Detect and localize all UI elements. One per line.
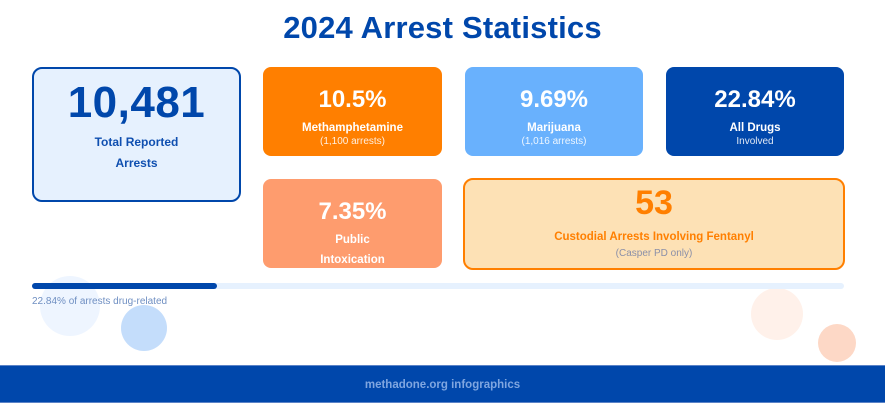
public-intox-label-line2: Intoxication	[320, 254, 385, 266]
progress-fill	[32, 283, 218, 289]
fentanyl-label: Custodial Arrests Involving Fentanyl	[554, 231, 754, 243]
meth-value: 10.5%	[318, 86, 387, 113]
fentanyl-value: 53	[635, 184, 673, 222]
methamphetamine-card: 10.5% Methamphetamine (1,100 arrests)	[263, 67, 442, 156]
footer: methadone.org infographics	[0, 365, 885, 403]
marijuana-card: 9.69% Marijuana (1,016 arrests)	[465, 67, 643, 156]
decorative-circle	[751, 288, 803, 340]
progress-label: 22.84% of arrests drug-related	[32, 296, 168, 307]
fentanyl-card: 53 Custodial Arrests Involving Fentanyl …	[463, 178, 845, 270]
footer-text: methadone.org infographics	[364, 379, 521, 391]
total-arrests-label-line2: Arrests	[115, 156, 158, 170]
marijuana-value: 9.69%	[519, 86, 589, 113]
decorative-circle	[818, 324, 856, 362]
total-arrests-label-line1: Total Reported	[94, 135, 179, 149]
public-intoxication-card: 7.35% Public Intoxication	[263, 179, 442, 268]
fentanyl-sub: (Casper PD only)	[615, 248, 693, 259]
all-drugs-value: 22.84%	[714, 86, 796, 113]
all-drugs-card: 22.84% All Drugs Involved	[666, 67, 844, 156]
drug-related-progress-bar	[32, 283, 844, 289]
all-drugs-label: All Drugs	[729, 122, 781, 134]
marijuana-sub: (1,016 arrests)	[521, 136, 587, 147]
public-intox-value: 7.35%	[318, 198, 387, 225]
meth-sub: (1,100 arrests)	[319, 136, 386, 147]
page-title: 2024 Arrest Statistics	[283, 10, 602, 45]
public-intox-label-line1: Public	[335, 234, 370, 246]
total-arrests-card: 10,481 Total Reported Arrests	[32, 67, 241, 202]
all-drugs-sub: Involved	[736, 136, 774, 147]
meth-label: Methamphetamine	[302, 122, 403, 134]
total-arrests-value: 10,481	[67, 78, 206, 127]
decorative-circle	[121, 305, 167, 351]
marijuana-label: Marijuana	[527, 122, 581, 134]
